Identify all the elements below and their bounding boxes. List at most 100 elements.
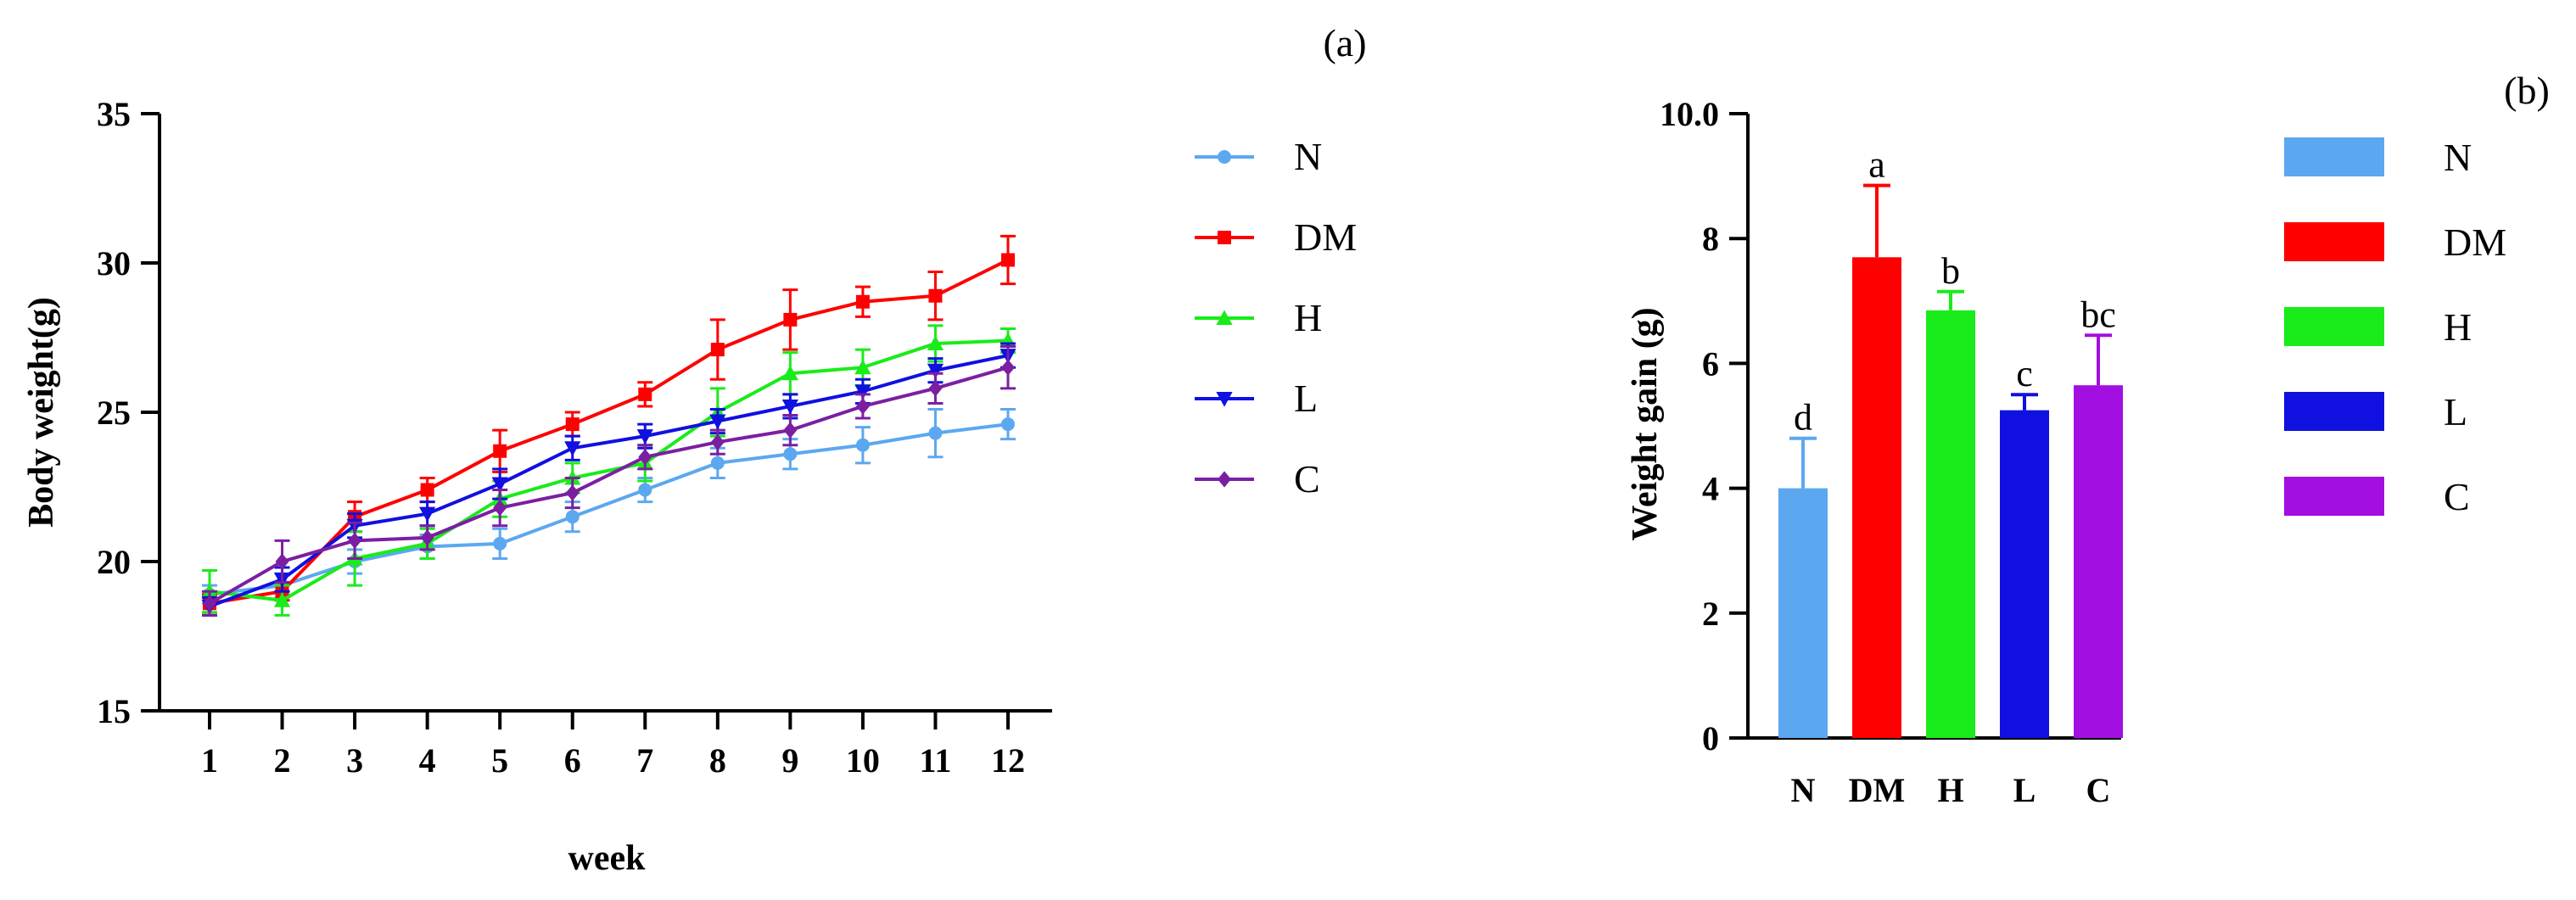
data-point-c: [493, 500, 507, 517]
significance-label-l: c: [2016, 353, 2033, 394]
bar-y-tick-label: 4: [1702, 470, 1719, 508]
data-point-h: [781, 365, 798, 381]
bar-x-tick-label: N: [1791, 771, 1816, 809]
bar-group-c: bc: [2074, 293, 2123, 738]
bar-dm: [1852, 257, 1901, 738]
data-point-n: [493, 536, 507, 551]
line-chart-y-axis-title: Body weight(g): [22, 297, 61, 528]
bar-legend-item-n: N: [2284, 136, 2472, 179]
data-point-dm: [565, 417, 580, 432]
x-tick-label: 5: [491, 741, 508, 780]
x-tick-label: 8: [709, 741, 726, 780]
line-chart-legend: N DM HLC: [1195, 135, 1357, 500]
bar-legend-swatch-h: [2284, 307, 2384, 346]
bar-y-tick-label: 0: [1702, 719, 1719, 757]
bar-legend-swatch-l: [2284, 392, 2384, 431]
data-point-c: [638, 449, 652, 466]
bar-x-tick-label: H: [1937, 771, 1963, 809]
data-point-n: [565, 510, 580, 524]
x-tick-label: 10: [846, 741, 880, 780]
bar-chart-y-ticks: 0 2 4 6 8 10.0: [1660, 95, 1748, 757]
legend-item-h: H: [1195, 296, 1322, 339]
significance-label-n: d: [1794, 397, 1812, 439]
data-point-n: [638, 483, 652, 497]
series-n: [202, 407, 1016, 605]
data-point-l: [491, 477, 508, 493]
bar-group-h: b: [1926, 250, 1975, 738]
bar-y-tick-label: 6: [1702, 344, 1719, 383]
legend-label-c: C: [1294, 457, 1320, 500]
data-point-h: [854, 359, 871, 375]
data-point-c: [710, 433, 725, 450]
data-point-n: [928, 426, 943, 440]
data-point-c: [565, 484, 580, 501]
panel-a-label: (a): [1323, 21, 1366, 64]
data-point-c: [275, 553, 289, 570]
data-point-c: [783, 422, 798, 439]
legend-label-n: N: [1294, 135, 1322, 178]
data-point-l: [419, 506, 436, 523]
data-point-dm: [783, 312, 798, 327]
data-point-h: [273, 592, 291, 607]
line-chart-x-axis-title: week: [568, 839, 647, 878]
series-line-c: [209, 366, 1009, 606]
bar-x-tick-label: L: [2013, 771, 2036, 809]
bar-legend-label-dm: DM: [2444, 221, 2506, 264]
bar-y-tick-label: 2: [1702, 595, 1719, 633]
y-tick-label: 15: [97, 692, 131, 730]
x-tick-label: 1: [201, 741, 218, 780]
data-point-c: [1001, 359, 1015, 376]
legend-marker-dm: [1218, 231, 1231, 244]
legend-item-c: C: [1195, 457, 1320, 500]
series-line-n: [209, 422, 1009, 596]
legend-marker-h: [1216, 310, 1233, 325]
x-tick-label: 6: [564, 741, 581, 780]
y-tick-label: 30: [97, 244, 131, 282]
data-point-n: [783, 447, 798, 461]
bar-l: [2000, 410, 2049, 738]
y-tick-label: 35: [97, 95, 131, 133]
bar-legend-swatch-c: [2284, 477, 2384, 516]
legend-label-h: H: [1294, 296, 1322, 339]
data-point-c: [928, 380, 943, 397]
series-c: [202, 345, 1016, 617]
line-chart-x-ticks: 1 2 3 4 5 6 7 8 9 10 11 12: [201, 711, 1025, 780]
significance-label-h: b: [1941, 250, 1960, 292]
bar-legend-swatch-dm: [2284, 222, 2384, 261]
data-point-l: [564, 441, 581, 456]
data-point-l: [636, 429, 653, 444]
bar-n: [1778, 488, 1828, 738]
bar-legend-label-h: H: [2444, 305, 2472, 349]
bar-x-tick-label: DM: [1849, 771, 1906, 809]
legend-marker-c: [1218, 471, 1231, 488]
data-point-c: [855, 398, 870, 415]
significance-label-c: bc: [2080, 293, 2116, 335]
legend-marker-l: [1216, 392, 1233, 407]
bar-chart-legend: N DM HLC: [2284, 136, 2506, 518]
bar-legend-item-c: C: [2284, 475, 2470, 518]
bar-chart-x-ticks: N DM H L C: [1791, 771, 2111, 809]
bar-h: [1926, 310, 1975, 738]
bar-legend-label-c: C: [2444, 475, 2470, 518]
series-line-dm: [209, 258, 1009, 606]
bar-chart-y-axis-title: Weight gain (g): [1626, 307, 1665, 540]
bar-legend-label-n: N: [2444, 136, 2472, 179]
data-point-dm: [1001, 253, 1015, 267]
x-tick-label: 7: [636, 741, 653, 780]
data-point-n: [1001, 417, 1015, 432]
data-point-c: [203, 595, 216, 612]
data-point-l: [927, 363, 944, 379]
bar-legend-item-l: L: [2284, 390, 2467, 433]
series-dm: [202, 234, 1016, 614]
legend-item-n: N: [1195, 135, 1322, 178]
data-point-l: [709, 414, 726, 430]
data-point-h: [927, 335, 944, 351]
data-point-dm: [928, 288, 943, 303]
data-point-n: [710, 456, 725, 470]
bar-legend-swatch-n: [2284, 137, 2384, 176]
bar-y-tick-label: 8: [1702, 220, 1719, 258]
